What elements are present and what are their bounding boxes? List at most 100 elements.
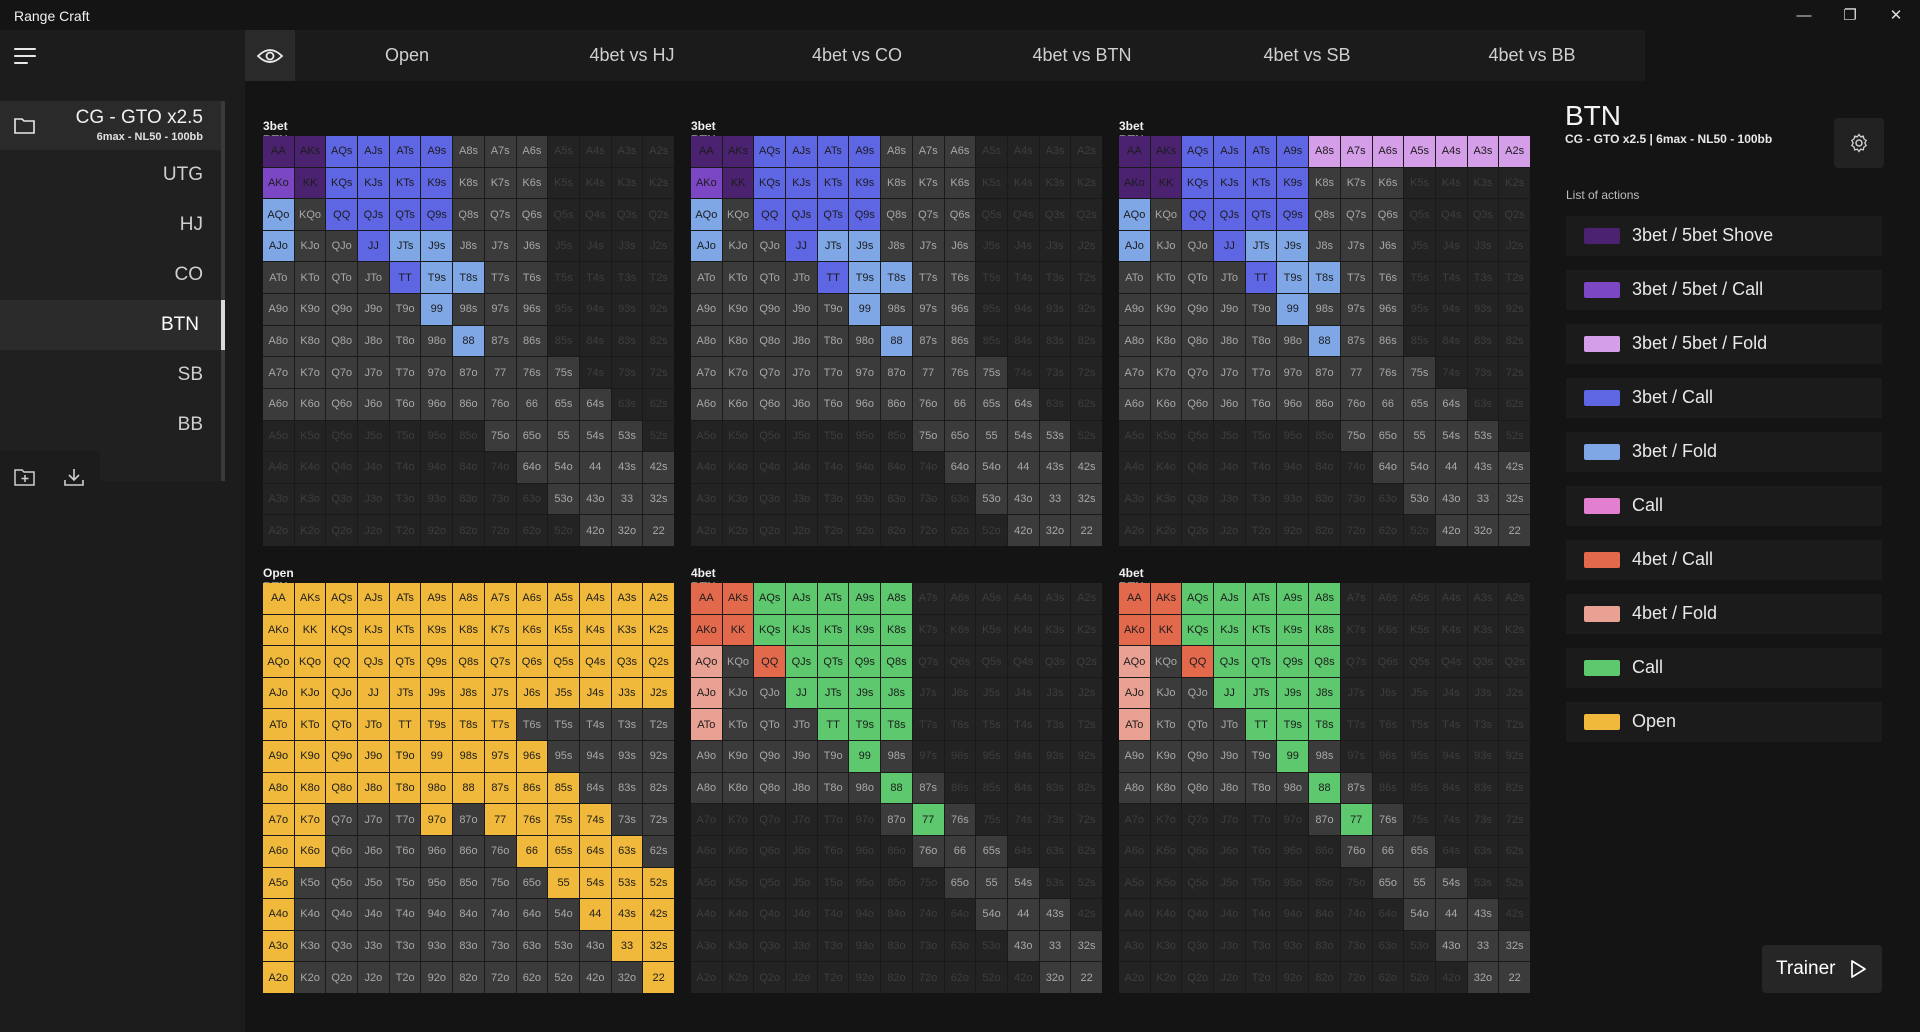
hand-cell[interactable]: J4o: [1214, 899, 1245, 930]
hand-cell[interactable]: 85o: [453, 420, 484, 452]
hand-cell[interactable]: JJ: [1214, 677, 1245, 709]
hand-cell[interactable]: T5s: [1404, 262, 1435, 294]
hand-cell[interactable]: 75s: [1404, 357, 1435, 388]
hand-cell[interactable]: K5o: [294, 420, 326, 452]
hand-cell[interactable]: 43s: [1039, 452, 1071, 483]
hand-cell[interactable]: J3s: [1039, 230, 1071, 262]
hand-cell[interactable]: 74o: [484, 452, 516, 483]
hand-cell[interactable]: A8s: [881, 136, 912, 167]
hand-cell[interactable]: J6o: [1214, 388, 1245, 420]
hand-cell[interactable]: AKo: [263, 614, 294, 646]
hand-cell[interactable]: 99: [421, 741, 453, 772]
hand-cell[interactable]: ATo: [1119, 709, 1150, 741]
hand-cell[interactable]: 95o: [849, 867, 881, 899]
hand-cell[interactable]: 84s: [1007, 772, 1039, 804]
hand-cell[interactable]: KK: [722, 614, 754, 646]
hand-cell[interactable]: 43s: [611, 899, 643, 930]
hand-cell[interactable]: 85s: [976, 325, 1007, 357]
hand-cell[interactable]: TT: [1245, 262, 1277, 294]
hand-cell[interactable]: 53s: [1467, 867, 1499, 899]
hand-cell[interactable]: Q2s: [643, 199, 674, 230]
hand-cell[interactable]: J8o: [1214, 325, 1245, 357]
hand-cell[interactable]: 62s: [1499, 388, 1530, 420]
hand-cell[interactable]: ATo: [1119, 262, 1150, 294]
hand-cell[interactable]: T6o: [817, 835, 849, 867]
hand-cell[interactable]: J4s: [1435, 677, 1467, 709]
hand-cell[interactable]: T8o: [389, 772, 421, 804]
hand-cell[interactable]: 88: [881, 772, 912, 804]
hand-cell[interactable]: 43o: [579, 483, 611, 515]
hand-cell[interactable]: A6o: [691, 835, 722, 867]
hand-cell[interactable]: A7s: [912, 583, 944, 614]
hand-cell[interactable]: 72o: [1340, 962, 1372, 993]
hand-cell[interactable]: QTo: [754, 709, 786, 741]
hand-cell[interactable]: ATo: [263, 262, 294, 294]
hand-cell[interactable]: 63s: [1467, 835, 1499, 867]
hand-cell[interactable]: 54o: [1404, 452, 1435, 483]
hand-cell[interactable]: Q8o: [326, 772, 358, 804]
hand-cell[interactable]: A9o: [263, 294, 294, 325]
hand-cell[interactable]: K4o: [722, 452, 754, 483]
hand-cell[interactable]: K6s: [1372, 614, 1404, 646]
hand-cell[interactable]: KTs: [1245, 167, 1277, 199]
hand-cell[interactable]: J8s: [1309, 230, 1340, 262]
hand-cell[interactable]: K7o: [1150, 357, 1182, 388]
hand-cell[interactable]: A8o: [691, 772, 722, 804]
hand-cell[interactable]: 86s: [944, 772, 976, 804]
hand-cell[interactable]: T9s: [421, 709, 453, 741]
hand-cell[interactable]: A4s: [1007, 136, 1039, 167]
hand-cell[interactable]: 64o: [516, 899, 548, 930]
hand-cell[interactable]: Q9o: [1182, 294, 1214, 325]
hand-cell[interactable]: A2o: [1119, 515, 1150, 546]
hand-cell[interactable]: 98s: [881, 294, 912, 325]
hand-cell[interactable]: Q9s: [1277, 646, 1309, 677]
hand-cell[interactable]: 83s: [611, 772, 643, 804]
hand-cell[interactable]: A4o: [691, 899, 722, 930]
hand-cell[interactable]: T2s: [1499, 262, 1530, 294]
hand-cell[interactable]: A2s: [1499, 136, 1530, 167]
hand-cell[interactable]: QJo: [1182, 677, 1214, 709]
hand-cell[interactable]: 88: [1309, 772, 1340, 804]
hand-cell[interactable]: J8o: [786, 325, 817, 357]
hand-cell[interactable]: K7s: [1340, 167, 1372, 199]
hand-cell[interactable]: 87o: [881, 357, 912, 388]
hand-cell[interactable]: Q2s: [1499, 199, 1530, 230]
hand-cell[interactable]: KTo: [294, 262, 326, 294]
hand-cell[interactable]: A4o: [263, 899, 294, 930]
hand-cell[interactable]: 97s: [1340, 294, 1372, 325]
hand-cell[interactable]: 96o: [421, 835, 453, 867]
hand-cell[interactable]: KQo: [1150, 646, 1182, 677]
hand-cell[interactable]: Q4s: [579, 199, 611, 230]
hand-cell[interactable]: 95s: [976, 294, 1007, 325]
hand-cell[interactable]: 93s: [611, 741, 643, 772]
hand-cell[interactable]: 84s: [1435, 325, 1467, 357]
hand-cell[interactable]: 33: [611, 930, 643, 962]
hand-cell[interactable]: Q7s: [912, 646, 944, 677]
hand-cell[interactable]: 64s: [1007, 835, 1039, 867]
hand-cell[interactable]: T4o: [817, 452, 849, 483]
hand-cell[interactable]: KK: [294, 614, 326, 646]
hand-cell[interactable]: 97s: [484, 741, 516, 772]
hand-cell[interactable]: 96s: [516, 294, 548, 325]
hand-cell[interactable]: 83s: [1039, 325, 1071, 357]
hand-cell[interactable]: 62s: [643, 835, 674, 867]
hand-cell[interactable]: J4o: [358, 899, 389, 930]
hand-cell[interactable]: J3s: [611, 230, 643, 262]
hand-cell[interactable]: ATs: [817, 136, 849, 167]
hand-cell[interactable]: Q2o: [326, 515, 358, 546]
hand-cell[interactable]: T7o: [389, 357, 421, 388]
hand-cell[interactable]: 43s: [1467, 899, 1499, 930]
hand-cell[interactable]: 77: [484, 804, 516, 835]
hand-cell[interactable]: T8o: [817, 772, 849, 804]
hand-cell[interactable]: AKo: [1119, 167, 1150, 199]
hand-cell[interactable]: Q5o: [326, 420, 358, 452]
hand-cell[interactable]: Q9o: [326, 741, 358, 772]
hand-cell[interactable]: 87o: [453, 804, 484, 835]
hand-cell[interactable]: 95o: [1277, 420, 1309, 452]
hand-cell[interactable]: QTs: [389, 646, 421, 677]
hand-cell[interactable]: AKs: [294, 583, 326, 614]
hand-cell[interactable]: J7s: [912, 230, 944, 262]
hand-cell[interactable]: 62s: [1499, 835, 1530, 867]
hand-cell[interactable]: 95s: [1404, 294, 1435, 325]
hand-cell[interactable]: 95o: [421, 420, 453, 452]
